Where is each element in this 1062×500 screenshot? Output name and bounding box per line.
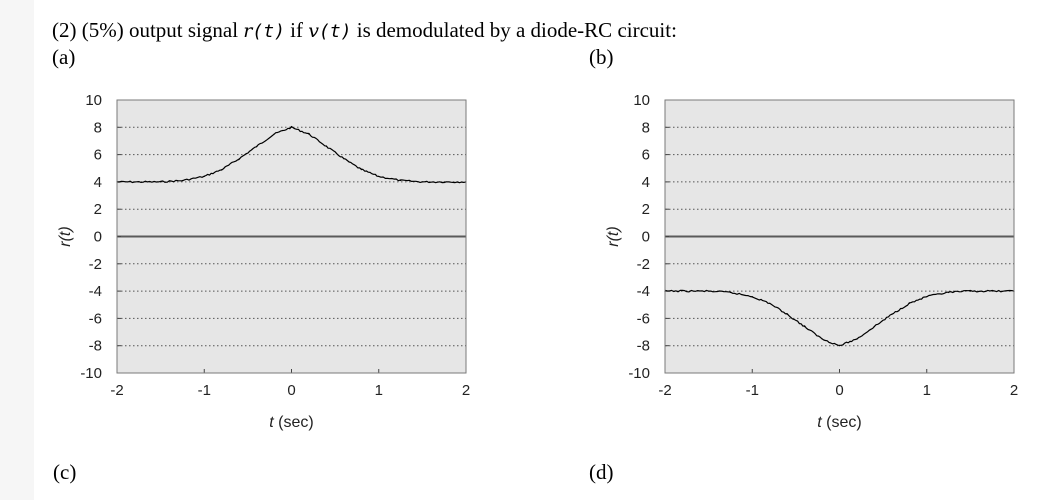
question-text: (2) (5%) output signal r(t) if v(t) is d… bbox=[52, 20, 677, 41]
data-point bbox=[273, 133, 275, 135]
y-tick-label: 6 bbox=[642, 147, 650, 164]
x-tick-label: -2 bbox=[110, 382, 123, 399]
x-tick-label: 0 bbox=[287, 382, 295, 399]
data-point bbox=[769, 302, 771, 304]
y-tick-label: -4 bbox=[637, 283, 650, 300]
y-tick-label: 10 bbox=[85, 92, 102, 109]
y-tick-label: -6 bbox=[89, 310, 102, 327]
panel-label-c: (c) bbox=[53, 460, 77, 484]
data-point bbox=[856, 338, 858, 340]
y-tick-label: -2 bbox=[637, 256, 650, 273]
page-gutter bbox=[0, 0, 34, 500]
data-point bbox=[838, 345, 841, 347]
data-point bbox=[181, 179, 184, 182]
data-point bbox=[873, 325, 875, 328]
data-point bbox=[926, 295, 928, 298]
x-axis-label: t (sec) bbox=[817, 414, 861, 431]
math-symbol-r: r bbox=[243, 20, 253, 42]
math-arg-v: (t) bbox=[318, 21, 352, 42]
math-arg-r: (t) bbox=[252, 21, 285, 42]
y-axis-label: r(t) bbox=[605, 226, 622, 246]
y-tick-label: 2 bbox=[642, 201, 650, 218]
data-point bbox=[256, 145, 258, 148]
data-point bbox=[821, 338, 823, 340]
y-tick-label: -8 bbox=[637, 338, 650, 355]
data-point bbox=[221, 169, 223, 171]
data-point bbox=[891, 313, 893, 315]
y-tick-label: 6 bbox=[94, 147, 102, 164]
panel-label-a: (a) bbox=[52, 45, 76, 69]
y-tick-label: 4 bbox=[642, 174, 650, 191]
plot-frame bbox=[664, 99, 1015, 374]
x-tick-label: -1 bbox=[746, 382, 759, 399]
y-tick-label: 4 bbox=[94, 174, 102, 191]
data-point bbox=[969, 290, 971, 292]
data-point bbox=[360, 169, 362, 171]
y-tick-label: -6 bbox=[637, 310, 650, 327]
y-tick-label: -2 bbox=[89, 256, 102, 273]
data-point bbox=[238, 158, 240, 160]
x-tick-label: 2 bbox=[1010, 382, 1018, 399]
panel-label-d: (d) bbox=[589, 460, 614, 484]
plot-frame bbox=[116, 99, 467, 374]
x-tick-label: 1 bbox=[923, 382, 931, 399]
y-tick-label: 8 bbox=[642, 119, 650, 136]
data-point bbox=[399, 179, 402, 182]
x-tick-label: -1 bbox=[198, 382, 211, 399]
y-tick-label: 10 bbox=[633, 92, 650, 109]
y-tick-label: -4 bbox=[89, 283, 102, 300]
data-point bbox=[203, 175, 205, 178]
question-part: (2) (5%) output signal bbox=[52, 18, 239, 42]
question-tail: is demodulated by a diode-RC circuit: bbox=[356, 18, 677, 42]
data-point bbox=[686, 290, 688, 292]
y-tick-label: -10 bbox=[628, 365, 650, 382]
x-tick-label: -2 bbox=[658, 382, 671, 399]
y-tick-label: 0 bbox=[642, 229, 650, 246]
data-point bbox=[908, 302, 910, 304]
y-tick-label: -8 bbox=[89, 338, 102, 355]
data-point bbox=[378, 175, 380, 178]
x-tick-label: 1 bbox=[375, 382, 383, 399]
y-axis-label: r(t) bbox=[57, 226, 74, 246]
math-symbol-v: v bbox=[308, 20, 319, 42]
x-axis-label: t (sec) bbox=[269, 414, 313, 431]
data-point bbox=[729, 291, 732, 294]
data-point bbox=[343, 158, 345, 160]
data-point bbox=[443, 181, 445, 183]
data-point bbox=[421, 181, 423, 183]
data-point bbox=[708, 290, 710, 292]
data-point bbox=[160, 181, 162, 183]
y-tick-label: 2 bbox=[94, 201, 102, 218]
x-tick-label: 2 bbox=[462, 382, 470, 399]
data-point bbox=[138, 181, 140, 183]
y-tick-label: 0 bbox=[94, 229, 102, 246]
data-point bbox=[308, 133, 310, 135]
question-if: if bbox=[290, 18, 303, 42]
data-point bbox=[325, 145, 327, 148]
data-point bbox=[804, 325, 806, 328]
y-tick-label: 8 bbox=[94, 119, 102, 136]
data-point bbox=[786, 313, 788, 315]
data-point bbox=[751, 295, 753, 298]
panel-label-b: (b) bbox=[589, 45, 614, 69]
x-tick-label: 0 bbox=[835, 382, 843, 399]
data-point bbox=[991, 290, 993, 292]
y-tick-label: -10 bbox=[80, 365, 102, 382]
data-point bbox=[947, 291, 950, 294]
data-point bbox=[290, 126, 293, 128]
